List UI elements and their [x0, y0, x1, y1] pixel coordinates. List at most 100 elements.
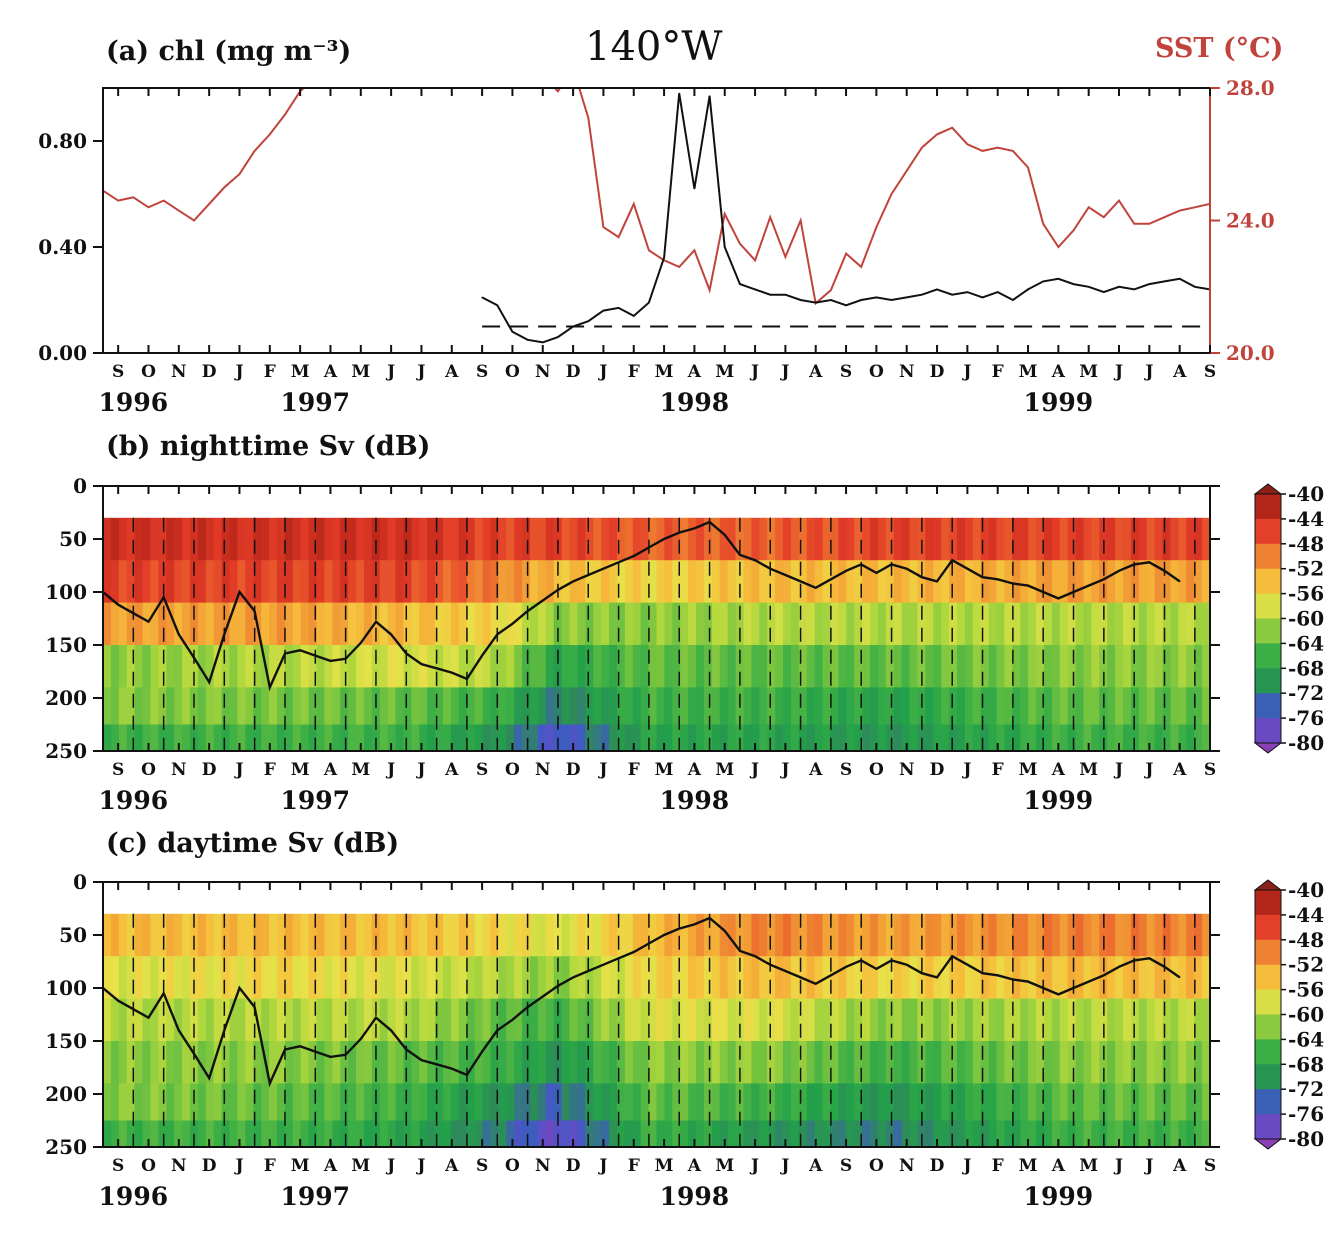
sv-heatmap-cell	[664, 645, 673, 688]
sv-heatmap-cell	[411, 998, 420, 1042]
sv-heatmap-cell	[925, 602, 934, 646]
sv-heatmap-cell	[379, 517, 389, 561]
sv-heatmap-cell	[798, 517, 808, 561]
sv-heatmap-cell	[980, 1083, 990, 1122]
thermocline-point	[344, 658, 347, 660]
sv-heatmap-cell	[276, 602, 286, 646]
sv-heatmap-cell	[854, 602, 863, 646]
sv-heatmap-cell	[403, 1041, 412, 1084]
sv-heatmap-cell	[822, 602, 832, 646]
sv-heatmap-cell	[1012, 724, 1021, 751]
sv-heatmap-cell	[245, 1041, 254, 1084]
thermocline-point	[663, 934, 665, 936]
sv-heatmap-cell	[632, 517, 642, 561]
sst-data-point	[997, 147, 999, 149]
sv-heatmap-cell	[237, 560, 246, 604]
sv-heatmap-cell	[901, 913, 911, 957]
sv-heatmap-cell	[427, 687, 436, 726]
sv-heatmap-cell	[648, 687, 658, 726]
sv-heatmap-cell	[174, 998, 183, 1042]
sv-heatmap-cell	[229, 913, 239, 957]
sv-heatmap-cell	[1107, 956, 1116, 1000]
sv-heatmap-cell	[854, 913, 863, 957]
sv-heatmap-cell	[696, 602, 705, 646]
sv-heatmap-cell	[941, 913, 950, 957]
sv-heatmap-cell	[719, 1041, 729, 1084]
sv-heatmap-cell	[371, 560, 381, 604]
sv-heatmap-cell	[427, 1083, 436, 1122]
thermocline-point	[1163, 966, 1166, 968]
sv-heatmap-cell	[656, 1083, 666, 1122]
sv-heatmap-cell	[1186, 1120, 1195, 1147]
sv-heatmap-cell	[213, 956, 223, 1000]
sv-heatmap-cell	[514, 645, 523, 688]
sv-heatmap-cell	[443, 602, 452, 646]
sv-heatmap-cell	[735, 517, 745, 561]
sv-heatmap-cell	[514, 602, 523, 646]
x-month-label: F	[264, 1156, 276, 1176]
sv-heatmap-cell	[435, 913, 444, 957]
sst-data-point	[482, 34, 483, 35]
chl-data-point	[875, 296, 877, 298]
colorbar-tick-label: -60	[1288, 1003, 1324, 1027]
sv-heatmap-cell	[893, 998, 903, 1042]
sv-heatmap-cell	[759, 1083, 768, 1122]
thermocline-point	[754, 955, 756, 957]
sv-heatmap-cell	[569, 1041, 579, 1084]
sv-heatmap-cell	[490, 724, 499, 751]
thermocline-point	[708, 917, 711, 919]
sv-heatmap-cell	[435, 1083, 444, 1122]
sv-heatmap-cell	[134, 602, 144, 646]
colorbar-tick-label: -64	[1288, 631, 1324, 655]
sv-heatmap-cell	[514, 724, 523, 751]
sv-heatmap-cell	[1059, 645, 1069, 688]
sv-heatmap-cell	[1146, 1083, 1156, 1122]
sv-heatmap-cell	[1154, 645, 1164, 688]
sv-heatmap-cell	[664, 956, 673, 1000]
sv-heatmap-cell	[529, 913, 539, 957]
sv-heatmap-cell	[1107, 913, 1116, 957]
sv-heatmap-cell	[925, 998, 934, 1042]
sv-heatmap-cell	[1075, 1120, 1085, 1147]
sv-heatmap-cell	[775, 998, 784, 1042]
sv-heatmap-cell	[229, 602, 239, 646]
sv-heatmap-cell	[798, 1120, 808, 1147]
sst-data-point	[1163, 216, 1166, 218]
sv-heatmap-cell	[949, 1041, 958, 1084]
sv-heatmap-cell	[482, 645, 492, 688]
sv-heatmap-cell	[292, 645, 302, 688]
sv-heatmap-cell	[363, 1083, 373, 1122]
sv-heatmap-cell	[759, 687, 768, 726]
sv-heatmap-cell	[798, 687, 808, 726]
sv-heatmap-cell	[609, 687, 618, 726]
sv-heatmap-cell	[593, 687, 602, 726]
sv-heatmap-cell	[956, 1041, 966, 1084]
x-month-label: D	[930, 1156, 945, 1176]
thermocline-point	[1178, 580, 1181, 583]
sv-heatmap-cell	[1123, 724, 1132, 751]
sv-heatmap-cell	[1012, 687, 1021, 726]
sst-data-point	[451, 28, 452, 29]
sv-heatmap-cell	[877, 687, 887, 726]
sv-heatmap-cell	[601, 998, 610, 1042]
thermocline-point	[542, 995, 544, 998]
sv-heatmap-cell	[387, 560, 397, 604]
sst-data-point	[633, 203, 635, 205]
sv-heatmap-cell	[466, 913, 476, 957]
sv-heatmap-cell	[719, 913, 729, 957]
sv-heatmap-cell	[727, 998, 737, 1042]
sv-heatmap-cell	[743, 998, 752, 1042]
sv-heatmap-cell	[964, 998, 974, 1042]
sv-heatmap-cell	[632, 956, 642, 1000]
thermocline-point	[693, 923, 696, 926]
sv-heatmap-cell	[1107, 602, 1116, 646]
sv-heatmap-cell	[213, 913, 223, 957]
sv-heatmap-cell	[806, 1083, 816, 1122]
sst-data-point	[375, 81, 376, 82]
x-month-label: J	[233, 1156, 243, 1176]
sv-heatmap-cell	[656, 913, 666, 957]
chl-data-point	[799, 299, 802, 301]
sv-heatmap-cell	[901, 1083, 911, 1122]
sv-heatmap-cell	[1178, 687, 1187, 726]
